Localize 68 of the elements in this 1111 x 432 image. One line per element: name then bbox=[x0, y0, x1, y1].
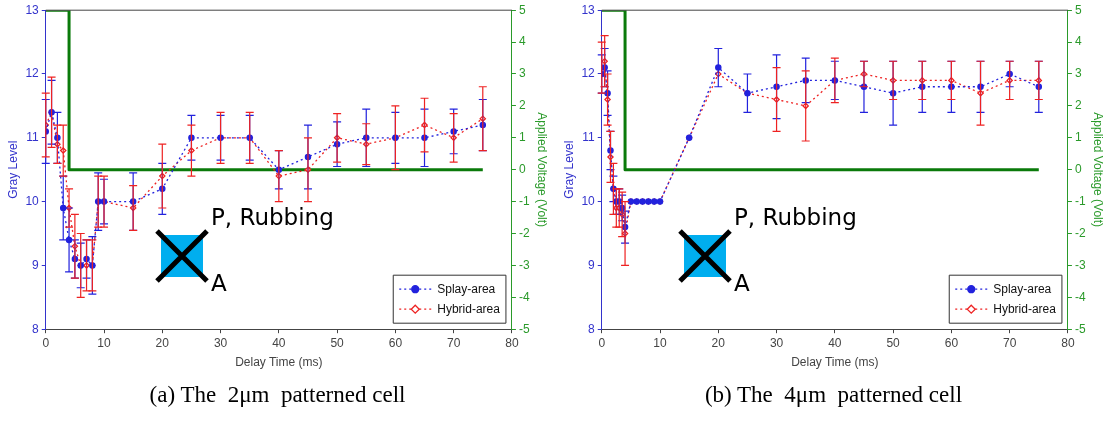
x-tick-label: 30 bbox=[769, 335, 784, 350]
legend-label: Splay-area bbox=[993, 281, 1052, 296]
x-tick-label: 0 bbox=[42, 335, 50, 350]
x-tick-label: 60 bbox=[944, 335, 959, 350]
text: (a) The 2μm patterned cell bbox=[148, 382, 407, 408]
y2-tick-label: -1 bbox=[518, 193, 530, 208]
y-tick-label: 8 bbox=[588, 321, 596, 336]
y2-tick-label: -3 bbox=[1074, 257, 1086, 272]
x-tick-label: 0 bbox=[598, 335, 606, 350]
y-tick-label: 11 bbox=[26, 130, 40, 145]
y2-tick-label: 1 bbox=[518, 130, 526, 145]
y-axis-title: Gray Level bbox=[561, 140, 576, 199]
x-tick-label: 80 bbox=[505, 335, 519, 350]
y2-tick-label: -3 bbox=[518, 257, 530, 272]
y2-tick-label: 0 bbox=[1074, 162, 1082, 177]
legend-label: Hybrid-area bbox=[437, 301, 501, 316]
y2-tick-label: 3 bbox=[1074, 66, 1082, 81]
y2-tick-label: 5 bbox=[1074, 2, 1082, 17]
x-tick-label: 30 bbox=[213, 335, 228, 350]
y2-tick-label: 4 bbox=[1074, 34, 1082, 49]
x-tick-label: 80 bbox=[1061, 335, 1075, 350]
y2-tick-label: -2 bbox=[518, 225, 530, 240]
y2-tick-label: 4 bbox=[518, 34, 526, 49]
x-axis-title: Delay Time (ms) bbox=[791, 355, 879, 370]
annotation: A bbox=[211, 270, 227, 296]
legend-label: Hybrid-area bbox=[993, 301, 1057, 316]
x-tick-label: 40 bbox=[828, 335, 842, 350]
y2-tick-label: 3 bbox=[518, 66, 526, 81]
legend-label: Splay-area bbox=[437, 281, 496, 296]
y2-tick-label: -2 bbox=[1074, 225, 1086, 240]
x-tick-label: 10 bbox=[97, 335, 112, 350]
x-tick-label: 70 bbox=[446, 335, 461, 350]
y-tick-label: 12 bbox=[25, 66, 40, 81]
x-tick-label: 10 bbox=[653, 335, 668, 350]
y2-tick-label: -5 bbox=[518, 321, 530, 336]
x-tick-label: 70 bbox=[1002, 335, 1017, 350]
y2-tick-label: -4 bbox=[518, 289, 530, 304]
annotation: A bbox=[734, 270, 750, 296]
x-tick-label: 20 bbox=[155, 335, 170, 350]
y2-axis-title: Applied Voltage (Volt) bbox=[1091, 112, 1106, 228]
x-tick-label: 50 bbox=[886, 335, 901, 350]
x-tick-label: 20 bbox=[711, 335, 726, 350]
y2-tick-label: 5 bbox=[518, 2, 526, 17]
y-tick-label: 8 bbox=[32, 321, 40, 336]
y-tick-label: 11 bbox=[582, 130, 596, 145]
y-tick-label: 13 bbox=[25, 2, 40, 17]
y-tick-label: 12 bbox=[581, 66, 596, 81]
text: (b) The 4μm patterned cell bbox=[703, 382, 964, 408]
y2-tick-label: -4 bbox=[1074, 289, 1086, 304]
y-tick-label: 10 bbox=[25, 193, 40, 208]
y2-tick-label: -1 bbox=[1074, 193, 1086, 208]
y2-tick-label: -5 bbox=[1074, 321, 1086, 336]
y-tick-label: 9 bbox=[32, 257, 40, 272]
y-tick-label: 13 bbox=[581, 2, 596, 17]
y-tick-label: 9 bbox=[588, 257, 596, 272]
x-tick-label: 60 bbox=[388, 335, 403, 350]
annotation: P, Rubbing bbox=[734, 204, 857, 230]
y2-tick-label: 2 bbox=[518, 98, 526, 113]
y2-tick-label: 2 bbox=[1074, 98, 1082, 113]
y-tick-label: 10 bbox=[581, 193, 596, 208]
y2-axis-title: Applied Voltage (Volt) bbox=[535, 112, 550, 228]
y-axis-title: Gray Level bbox=[5, 140, 20, 199]
x-tick-label: 40 bbox=[272, 335, 286, 350]
y2-tick-label: 0 bbox=[518, 162, 526, 177]
x-axis-title: Delay Time (ms) bbox=[235, 355, 323, 370]
y2-tick-label: 1 bbox=[1074, 130, 1082, 145]
x-tick-label: 50 bbox=[330, 335, 345, 350]
annotation: P, Rubbing bbox=[211, 204, 334, 230]
